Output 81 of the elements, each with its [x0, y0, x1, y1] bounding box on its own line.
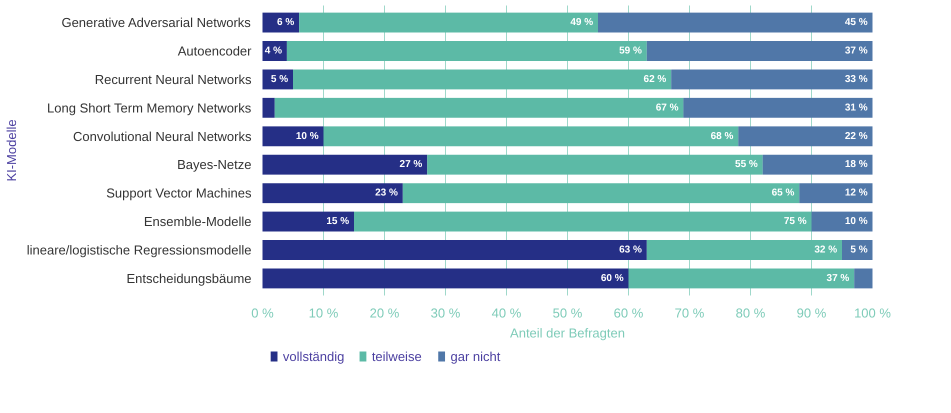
x-tick-label: 50 % — [552, 306, 583, 320]
bar — [854, 268, 872, 288]
bar — [402, 183, 800, 204]
data-label: 32 % — [814, 244, 838, 256]
data-label: 68 % — [710, 130, 734, 142]
bar — [262, 183, 403, 204]
data-label: 60 % — [600, 272, 624, 284]
data-label: 59 % — [619, 45, 642, 56]
x-tick-label: 20 % — [370, 306, 400, 320]
y-tick-label: Convolutional Neural Networks — [73, 128, 252, 144]
data-label: 22 % — [844, 130, 868, 142]
bar — [598, 12, 872, 33]
x-tick-label: 60 % — [614, 306, 644, 320]
bar — [683, 98, 872, 118]
data-label: 37 % — [844, 45, 868, 56]
legend-label: gar nicht — [450, 349, 501, 364]
bar — [812, 212, 872, 232]
bar — [262, 126, 324, 146]
y-tick-label: Entscheidungsbäume — [126, 270, 252, 286]
data-label: 31 % — [844, 102, 868, 114]
bar — [262, 212, 354, 232]
y-tick-label: Generative Adversarial Networks — [61, 15, 252, 30]
data-label: 67 % — [656, 102, 679, 114]
bar — [262, 154, 428, 175]
y-tick-label: Autoencoder — [178, 43, 252, 58]
bar — [274, 98, 684, 118]
bar — [762, 154, 872, 175]
bar — [286, 41, 647, 61]
x-tick-label: 90 % — [796, 306, 827, 320]
bar — [299, 12, 598, 33]
data-label: 15 % — [326, 216, 350, 228]
bar — [738, 126, 872, 146]
y-tick-label: lineare/logistische Regressionsmodelle — [26, 242, 252, 258]
data-label: 10 % — [844, 216, 868, 228]
x-tick-label: 30 % — [430, 306, 461, 320]
bar — [324, 126, 738, 146]
data-label: 37 % — [826, 272, 850, 284]
y-tick-label: Recurrent Neural Networks — [94, 72, 252, 87]
x-tick-label: 0 % — [251, 306, 274, 320]
data-label: 5 % — [850, 244, 868, 256]
data-label: 6 % — [276, 17, 294, 28]
bar — [427, 154, 763, 175]
data-label: 63 % — [619, 244, 642, 256]
bar — [262, 240, 647, 260]
x-tick-label: 100 % — [854, 306, 892, 320]
x-tick-label: 80 % — [736, 306, 766, 320]
x-tick-label: 40 % — [492, 306, 522, 320]
legend-label: teilweise — [372, 349, 422, 364]
bar — [262, 12, 300, 33]
data-label: 55 % — [735, 159, 758, 170]
data-label: 75 % — [784, 216, 807, 228]
data-label: 5 % — [270, 74, 288, 85]
data-label: 62 % — [644, 74, 666, 85]
bar — [262, 268, 628, 288]
bar — [262, 98, 275, 118]
data-label: 23 % — [375, 188, 398, 199]
data-label: 18 % — [844, 159, 868, 170]
y-tick-label: Bayes-Netze — [177, 157, 252, 172]
bar — [293, 69, 672, 90]
bar — [646, 240, 842, 260]
y-axis-title: KI-Modelle — [4, 119, 19, 182]
data-label: 45 % — [844, 17, 868, 28]
data-label: 27 % — [400, 159, 422, 170]
legend-label: vollständig — [282, 349, 344, 364]
y-tick-label: Support Vector Machines — [106, 186, 252, 201]
x-tick-label: 10 % — [308, 306, 339, 320]
x-axis-title: Anteil der Befragten — [510, 326, 625, 340]
data-label: 10 % — [296, 130, 319, 142]
x-tick-label: 70 % — [674, 306, 705, 320]
data-label: 4 % — [264, 45, 282, 56]
y-tick-label: Long Short Term Memory Networks — [47, 100, 252, 116]
data-label: 12 % — [844, 188, 868, 199]
bar — [671, 69, 872, 90]
bar — [354, 212, 812, 232]
data-label: 65 % — [772, 188, 795, 199]
data-label: 33 % — [844, 74, 868, 85]
bar — [646, 41, 872, 61]
y-tick-label: Ensemble-Modelle — [144, 214, 252, 230]
data-label: 49 % — [570, 17, 594, 28]
bar — [628, 268, 854, 288]
bar — [799, 183, 872, 204]
